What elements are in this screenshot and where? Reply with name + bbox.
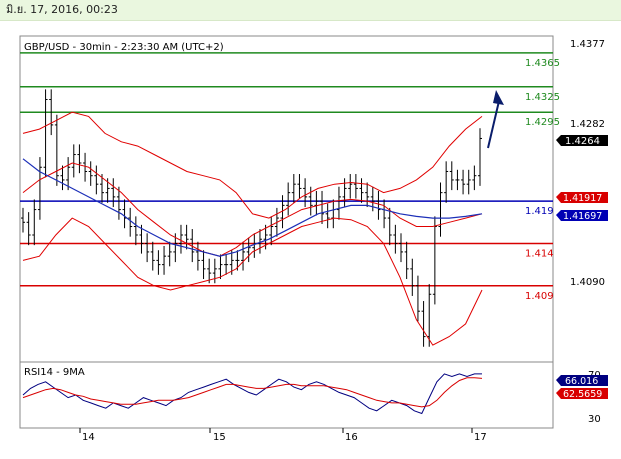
x-tick-label: 17 <box>474 432 487 443</box>
y-tick-label: 1.4282 <box>570 119 605 130</box>
bollinger-mid-line <box>22 162 483 257</box>
level-label: 1.414 <box>525 248 554 259</box>
rsi-series-line <box>22 377 483 408</box>
rsi-ma-value-label: 62.5659 <box>563 389 602 400</box>
price-panel <box>19 35 554 363</box>
rsi-value-tag <box>556 375 608 386</box>
rsi-chart-title: RSI14 - 9MA <box>24 367 85 378</box>
level-label: 1.4365 <box>525 58 560 69</box>
bollinger-value-label: 1.41917 <box>563 193 602 204</box>
x-tick-label: 15 <box>213 432 226 443</box>
current-price-label: 1.4264 <box>565 136 600 147</box>
ma-value-label: 1.41697 <box>563 211 602 222</box>
ma-value-tag <box>556 210 608 221</box>
level-label: 1.409 <box>525 291 554 302</box>
bollinger-upper-line <box>22 111 483 219</box>
rsi-ma-value-tag <box>556 388 608 399</box>
moving-average-line <box>22 158 483 257</box>
y-tick-label: 1.4377 <box>570 39 605 50</box>
rsi-series-line <box>22 373 482 415</box>
current-price-tag <box>556 135 608 146</box>
level-label: 1.4295 <box>525 117 560 128</box>
projection-arrow-head <box>493 90 504 105</box>
date-time-bar: มิ.ย. 17, 2016, 00:23 <box>0 0 621 21</box>
price-chart-title: GBP/USD - 30min - 2:23:30 AM (UTC+2) <box>24 42 224 53</box>
rsi-y-tick: 30 <box>588 414 601 425</box>
date-time-text: มิ.ย. 17, 2016, 00:23 <box>6 3 118 16</box>
rsi-value-label: 66.016 <box>565 376 598 387</box>
projection-arrow-shaft <box>487 100 500 149</box>
x-tick-label: 14 <box>82 432 95 443</box>
bollinger-lower-line <box>22 217 483 346</box>
y-tick-label: 1.4090 <box>570 277 605 288</box>
level-label: 1.419 <box>525 206 554 217</box>
level-label: 1.4325 <box>525 92 560 103</box>
x-tick-label: 16 <box>345 432 358 443</box>
bollinger-value-tag <box>556 192 608 203</box>
rsi-panel <box>19 361 554 429</box>
